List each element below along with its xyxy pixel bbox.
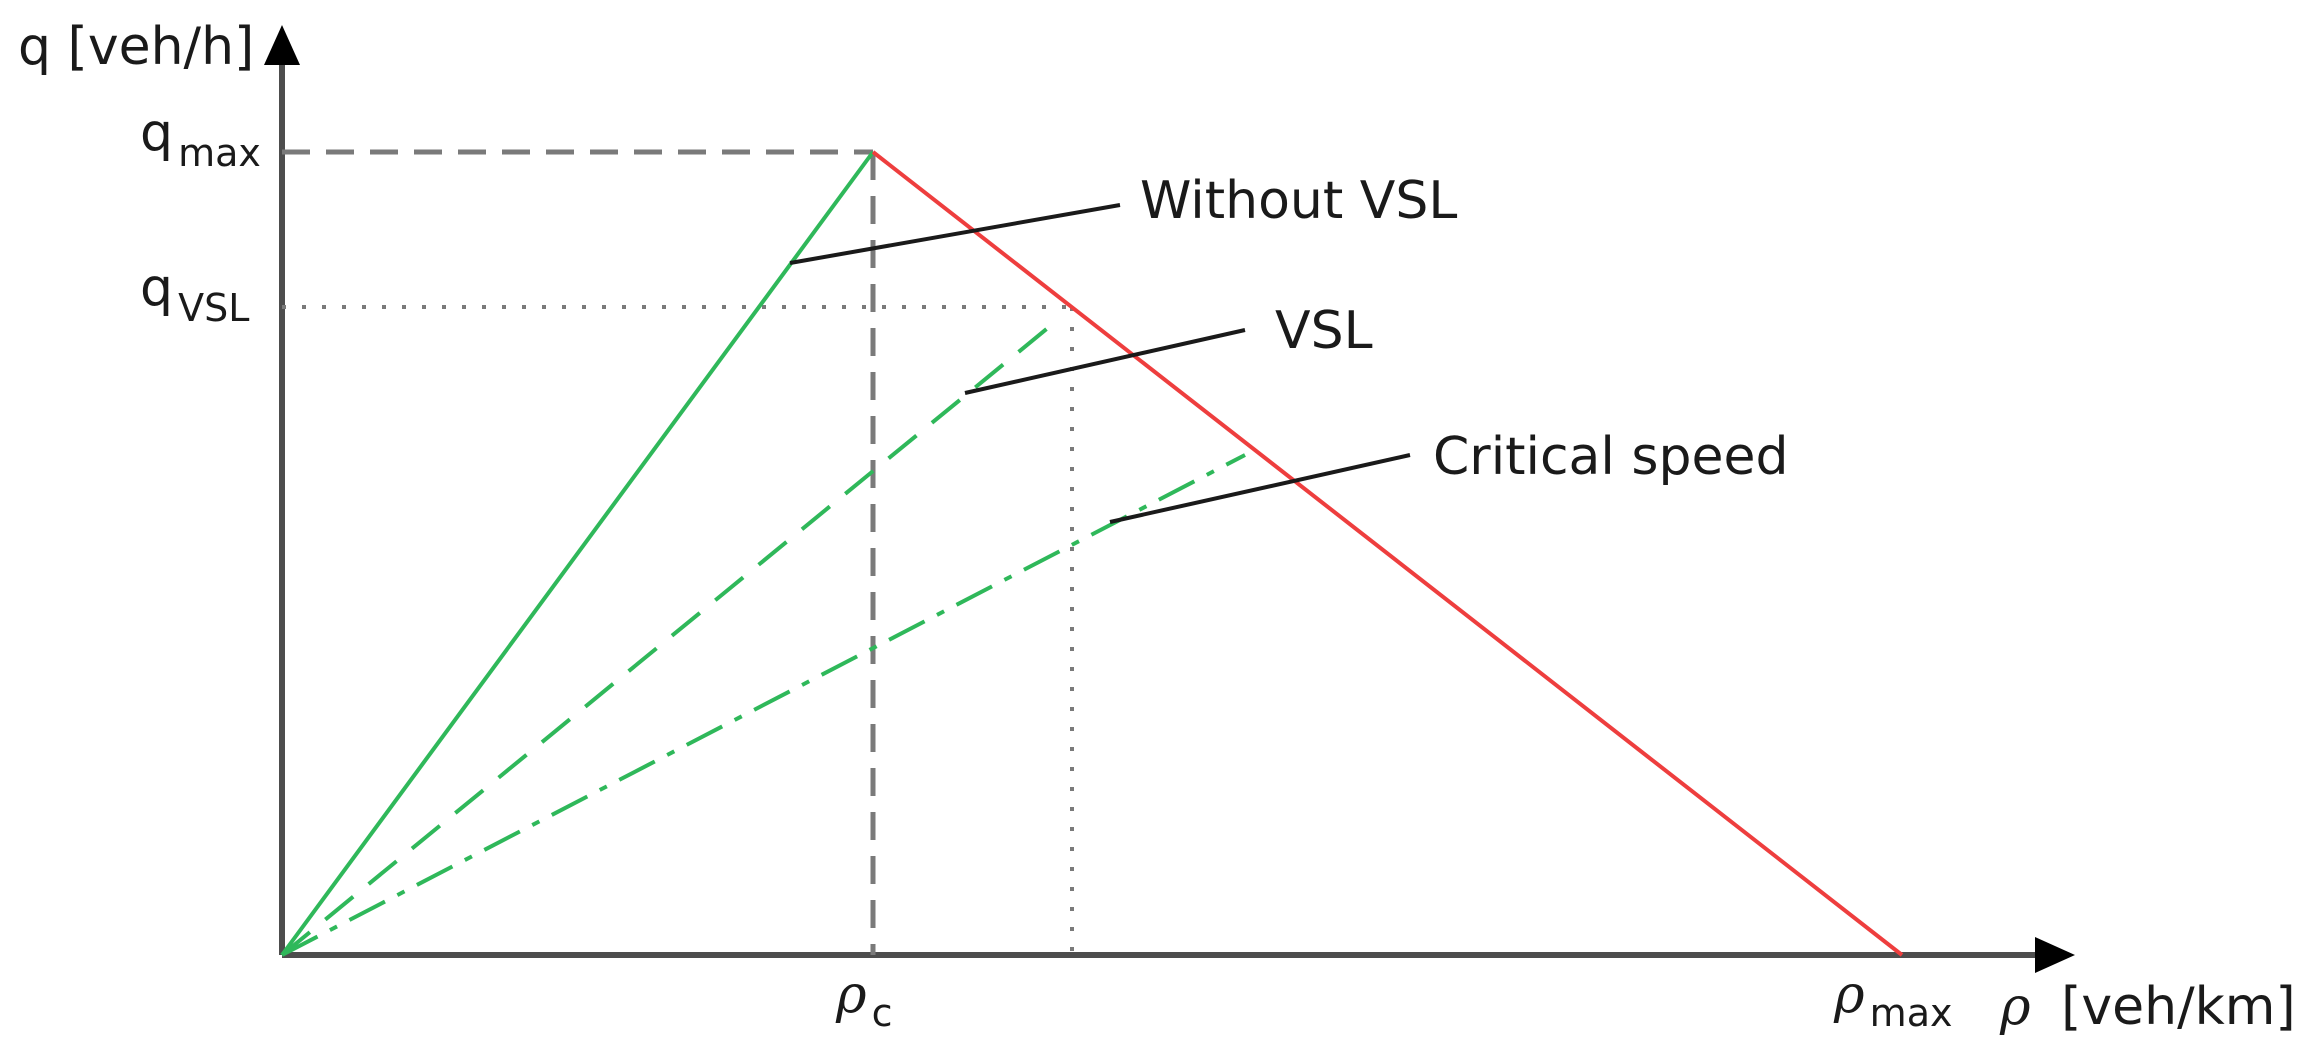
vsl-leader bbox=[964, 328, 1246, 395]
axes bbox=[264, 25, 2075, 973]
free-flow-branch bbox=[280, 150, 875, 957]
vsl-annotation: VSL bbox=[1275, 301, 1373, 361]
critical-speed-annotation: Critical speed bbox=[1433, 427, 1789, 487]
q-max-sub: max bbox=[178, 131, 261, 175]
x-axis-label-unit: [veh/km] bbox=[2061, 977, 2296, 1037]
q-max-tick-label: q max bbox=[140, 103, 261, 175]
without-vsl-annotation: Without VSL bbox=[1140, 171, 1457, 231]
q-vsl-base: q bbox=[140, 258, 173, 318]
guide-lines bbox=[282, 149, 1074, 955]
y-axis-label: q [veh/h] bbox=[18, 17, 254, 77]
q-vsl-tick-label: q VSL bbox=[140, 258, 249, 330]
q-max-base: q bbox=[140, 103, 173, 163]
rho-max-sub: max bbox=[1870, 991, 1953, 1035]
congested-branch bbox=[871, 150, 1904, 957]
x-axis-label: ρ [veh/km] bbox=[1999, 977, 2296, 1037]
x-axis-label-symbol: ρ bbox=[1999, 977, 2031, 1037]
rho-max-base: ρ bbox=[1833, 965, 1865, 1025]
vsl-branch bbox=[280, 316, 1062, 957]
critical-speed-leader bbox=[1109, 453, 1411, 524]
leader-lines bbox=[789, 203, 1411, 524]
critical-speed-branch bbox=[281, 453, 1246, 957]
x-axis-arrow-icon bbox=[2035, 937, 2075, 973]
y-axis-arrow-icon bbox=[264, 25, 300, 65]
without-vsl-leader bbox=[789, 203, 1121, 265]
rho-c-sub: c bbox=[872, 991, 893, 1035]
rho-max-tick-label: ρ max bbox=[1833, 965, 1952, 1035]
q-vsl-sub: VSL bbox=[178, 286, 249, 330]
rho-c-tick-label: ρ c bbox=[835, 965, 893, 1035]
rho-c-base: ρ bbox=[835, 965, 867, 1025]
curves bbox=[280, 150, 1904, 957]
